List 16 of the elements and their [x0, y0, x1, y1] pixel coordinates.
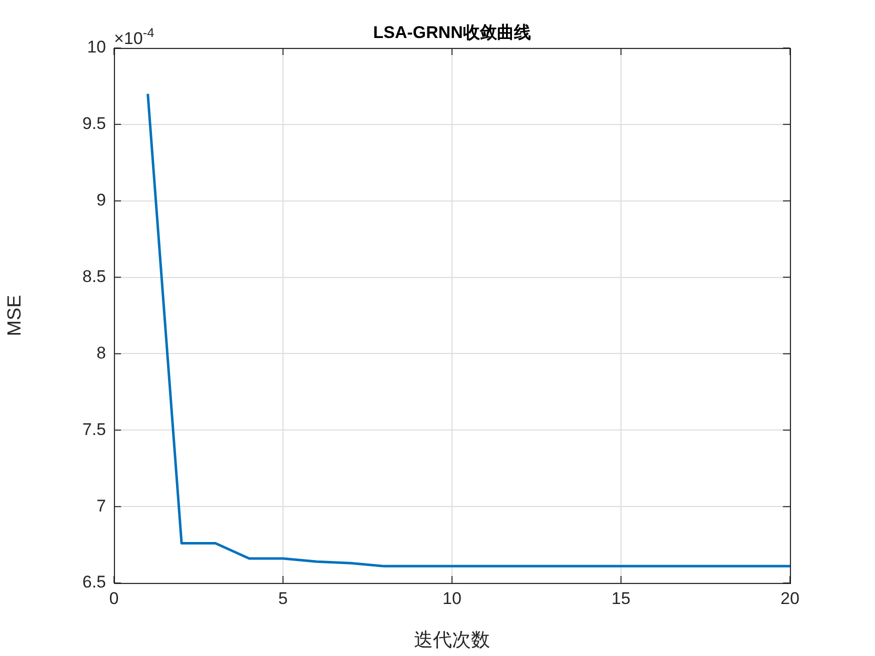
y-tick-label: 10: [87, 38, 106, 57]
x-tick-label: 20: [780, 588, 800, 608]
y-tick-label: 8: [96, 343, 106, 362]
y-tick-label: 7: [96, 496, 106, 516]
x-tick-label: 10: [442, 588, 462, 608]
x-axis-title: 迭代次数: [414, 630, 490, 651]
y-tick-label: 9: [96, 190, 106, 210]
y-axis-title: MSE: [4, 294, 26, 336]
y-tick-label: 8.5: [82, 266, 106, 286]
x-tick-label: 15: [612, 588, 630, 608]
y-tick-label: 7.5: [82, 420, 106, 439]
x-tick-label: 0: [109, 588, 119, 608]
y-tick-label: 9.5: [82, 114, 106, 134]
chart-title: LSA-GRNN收敛曲线: [373, 23, 531, 42]
x-tick-label: 5: [278, 588, 288, 608]
y-tick-label: 6.5: [82, 572, 106, 592]
